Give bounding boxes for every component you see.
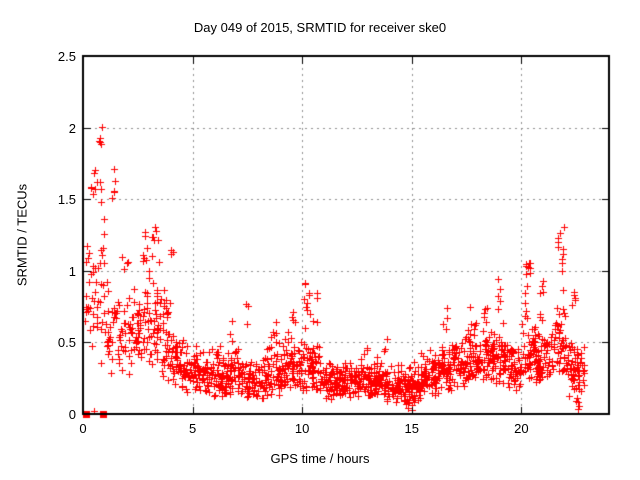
chart-title: Day 049 of 2015, SRMTID for receiver ske…: [193, 20, 447, 35]
y-tick-label: 2.5: [57, 49, 76, 64]
y-tick-label: 2: [68, 120, 76, 136]
x-tick-label: 5: [188, 421, 197, 436]
y-tick-label: 0: [68, 407, 76, 422]
y-axis-label: SRMTID / TECUs: [14, 183, 30, 287]
x-tick-label: 15: [404, 421, 419, 436]
x-tick-label: 0: [79, 421, 87, 436]
y-tick-label: 0.5: [57, 335, 76, 351]
x-tick-label: 20: [514, 421, 529, 436]
y-tick-label: 1.5: [57, 192, 76, 208]
x-tick-label: 10: [294, 421, 310, 436]
y-tick-label: 1: [68, 263, 76, 279]
x-axis-label: GPS time / hours: [270, 451, 370, 466]
